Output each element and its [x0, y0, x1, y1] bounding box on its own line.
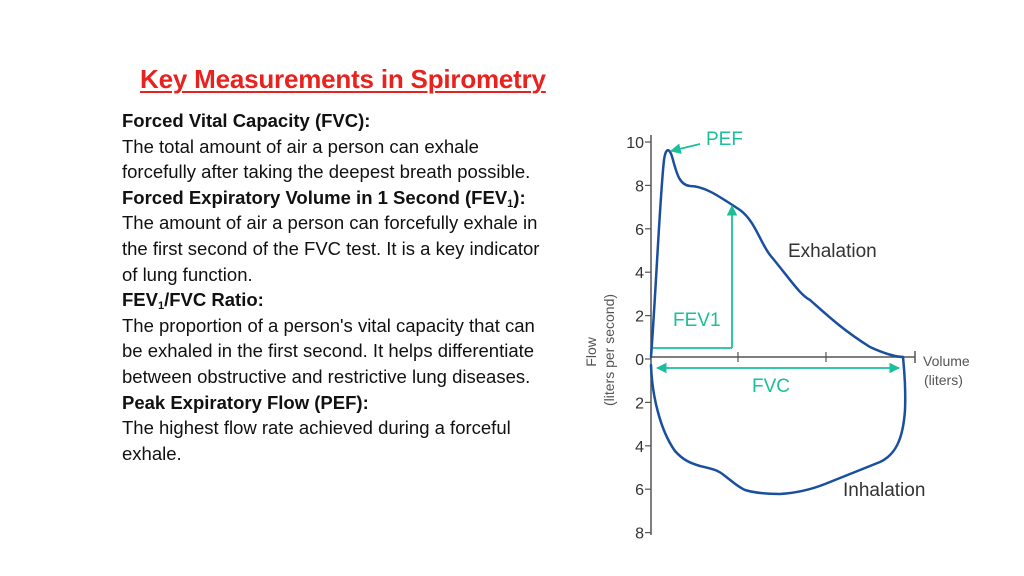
- pef-label: PEF: [706, 129, 743, 150]
- fev1-definition: Forced Expiratory Volume in 1 Second (FE…: [122, 185, 542, 287]
- pef-term: Peak Expiratory Flow (PEF):: [122, 391, 369, 413]
- y-tick-label: 8: [635, 526, 644, 543]
- fvc-label: FVC: [752, 376, 790, 397]
- inhalation-label: Inhalation: [843, 480, 925, 501]
- x-axis-label-line2: (liters): [924, 372, 963, 388]
- slide-title: Key Measurements in Spirometry: [140, 64, 546, 94]
- pef-description: The highest flow rate achieved during a …: [122, 417, 511, 464]
- pef-pointer: [669, 143, 701, 154]
- y-tick-label: 4: [635, 265, 644, 282]
- y-tick-label: 10: [626, 135, 644, 152]
- y-tick-label: 2: [635, 309, 644, 326]
- y-tick-label: 6: [635, 222, 644, 239]
- ratio-definition: FEV1/FVC Ratio: The proportion of a pers…: [122, 287, 542, 389]
- y-tick-label: 4: [635, 439, 644, 456]
- exhalation-curve: [649, 149, 905, 359]
- y-axis-label-line1: Flow: [583, 336, 599, 366]
- x-axis-label-line1: Volume: [923, 353, 970, 369]
- fev1-label: FEV1: [673, 310, 721, 331]
- inhalation-curve: [649, 355, 907, 496]
- fvc-definition: Forced Vital Capacity (FVC): The total a…: [122, 108, 542, 185]
- fev1-description: The amount of air a person can forcefull…: [122, 212, 540, 285]
- ratio-term: FEV1/FVC Ratio:: [122, 289, 264, 313]
- y-axis-label-line2: (liters per second): [601, 294, 617, 406]
- exhalation-label: Exhalation: [788, 241, 877, 262]
- fev1-term-text: Forced Expiratory Volume in 1 Second (FE…: [122, 186, 508, 208]
- fev1-term-subscript: 1: [507, 197, 514, 210]
- y-tick-label: 0: [635, 352, 644, 369]
- y-tick-label: 6: [635, 482, 644, 499]
- y-axis-label: Flow (liters per second): [583, 294, 617, 406]
- ratio-term-subscript: 1: [157, 300, 165, 313]
- y-axis-ticks: 10 8 6 4 2 0 2 4 6 8: [626, 135, 651, 543]
- ratio-term-end: /FVC Ratio:: [164, 289, 264, 311]
- definitions-text: Forced Vital Capacity (FVC): The total a…: [122, 108, 542, 466]
- fvc-term: Forced Vital Capacity (FVC):: [122, 110, 371, 131]
- pef-definition: Peak Expiratory Flow (PEF): The highest …: [122, 390, 542, 467]
- ratio-term-text: FEV: [122, 289, 158, 311]
- y-tick-label: 8: [635, 178, 644, 195]
- ratio-description: The proportion of a person's vital capac…: [122, 314, 535, 387]
- fev1-term-end: ):: [513, 186, 526, 208]
- fev1-term: Forced Expiratory Volume in 1 Second (FE…: [122, 186, 526, 210]
- flow-volume-diagram: 10 8 6 4 2 0 2 4 6 8 Flow (liters per second) Vol…: [583, 129, 970, 543]
- y-tick-label: 2: [635, 395, 644, 412]
- fvc-description: The total amount of air a person can exh…: [122, 135, 531, 183]
